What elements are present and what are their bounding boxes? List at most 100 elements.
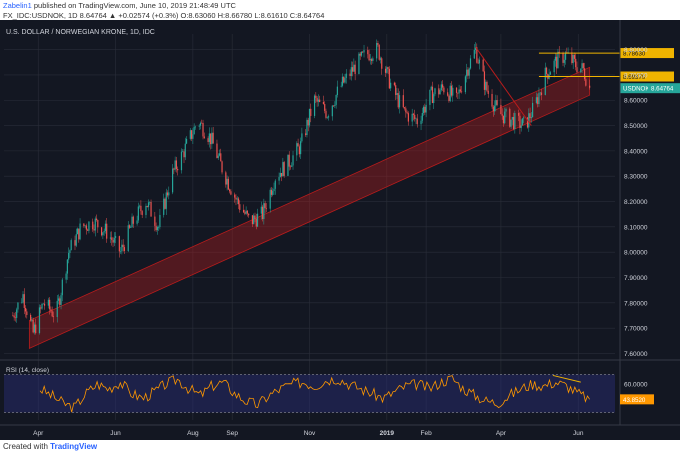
candle-body	[554, 56, 557, 61]
candle-body	[379, 58, 382, 60]
candle-body	[159, 214, 161, 227]
candle-body	[237, 198, 240, 205]
candle-body	[149, 202, 151, 203]
candle-body	[405, 108, 407, 113]
candle-body	[104, 223, 107, 231]
candle-body	[354, 64, 356, 74]
candle-body	[325, 110, 327, 118]
candle-body	[164, 198, 166, 209]
candle-body	[32, 319, 34, 333]
candle-body	[317, 99, 319, 102]
candle-body	[557, 51, 559, 69]
candle-body	[388, 68, 390, 89]
candle-body	[545, 67, 548, 74]
candle-body	[16, 309, 18, 318]
candle-body	[353, 64, 355, 72]
candle-body	[509, 108, 511, 127]
candle-body	[66, 259, 68, 274]
tradingview-logo[interactable]: TradingView	[50, 442, 98, 451]
candle-body	[12, 315, 14, 317]
candle-body	[118, 236, 120, 252]
rsi-line	[39, 375, 590, 413]
candle-body	[412, 113, 415, 115]
candle-body	[458, 89, 460, 94]
price-chart[interactable]: U.S. DOLLAR / NORWEGIAN KRONE, 1D, IDC 8…	[0, 20, 680, 440]
candle-body	[345, 73, 347, 79]
price-tick-label: 8.20000	[624, 199, 648, 206]
candle-body	[56, 300, 58, 318]
candle-body	[60, 295, 62, 305]
time-tick-label: Apr	[496, 430, 507, 437]
candle-body	[234, 194, 236, 198]
candle-body	[289, 166, 292, 168]
candle-body	[544, 67, 546, 95]
candle-body	[452, 87, 454, 96]
candle-body	[324, 104, 326, 111]
candle-body	[438, 88, 440, 95]
candle-body	[102, 232, 104, 236]
candle-body	[572, 55, 574, 64]
candle-body	[424, 106, 426, 113]
candle-body	[495, 100, 497, 106]
candle-body	[358, 53, 360, 74]
candle-body	[369, 59, 371, 61]
candle-body	[35, 324, 37, 334]
time-tick-label: 2019	[380, 430, 395, 437]
candle-body	[123, 247, 126, 252]
candle-body	[387, 67, 389, 69]
candle-body	[416, 118, 418, 125]
candle-body	[448, 95, 450, 102]
candle-body	[406, 112, 408, 114]
candle-body	[381, 58, 383, 69]
candle-body	[350, 67, 352, 76]
candle-body	[218, 153, 221, 156]
candle-body	[137, 206, 139, 221]
candle-body	[483, 71, 486, 90]
candle-body	[431, 86, 434, 104]
author-link[interactable]: Zabelin1	[3, 1, 32, 10]
candle-body	[331, 105, 333, 117]
candle-body	[168, 192, 170, 196]
candle-body	[526, 117, 529, 128]
candle-body	[131, 216, 133, 228]
candle-body	[141, 211, 143, 215]
candle-body	[585, 79, 587, 86]
candle-body	[377, 42, 379, 45]
candle-body	[450, 85, 453, 96]
price-label: 8.78630	[623, 51, 646, 58]
candle-body	[225, 172, 227, 185]
candle-body	[349, 73, 351, 76]
candle-body	[26, 311, 28, 315]
candle-body	[155, 225, 157, 231]
candle-body	[180, 151, 183, 171]
candle-body	[175, 160, 177, 169]
candle-body	[171, 168, 174, 193]
candle-body	[332, 105, 335, 107]
candle-body	[411, 113, 413, 122]
candle-body	[429, 89, 431, 105]
candle-body	[511, 117, 513, 120]
candle-body	[573, 55, 576, 59]
candle-body	[220, 153, 222, 162]
price-tick-label: 8.70000	[624, 72, 648, 79]
candle-body	[308, 108, 311, 126]
candle-body	[372, 58, 374, 61]
candle-body	[368, 54, 370, 61]
candle-body	[30, 314, 32, 321]
candle-body	[193, 126, 195, 135]
candle-body	[165, 192, 167, 209]
candle-body	[47, 299, 49, 306]
candle-body	[575, 58, 577, 68]
candle-body	[449, 85, 451, 102]
candle-body	[376, 42, 378, 59]
candle-body	[194, 126, 197, 128]
candle-body	[211, 132, 213, 145]
candle-body	[130, 227, 132, 228]
candle-body	[199, 122, 202, 126]
candle-body	[282, 162, 284, 177]
candle-body	[111, 237, 113, 241]
candle-body	[279, 172, 281, 178]
candle-body	[395, 85, 397, 96]
candle-body	[301, 133, 303, 142]
candle-body	[92, 221, 94, 230]
